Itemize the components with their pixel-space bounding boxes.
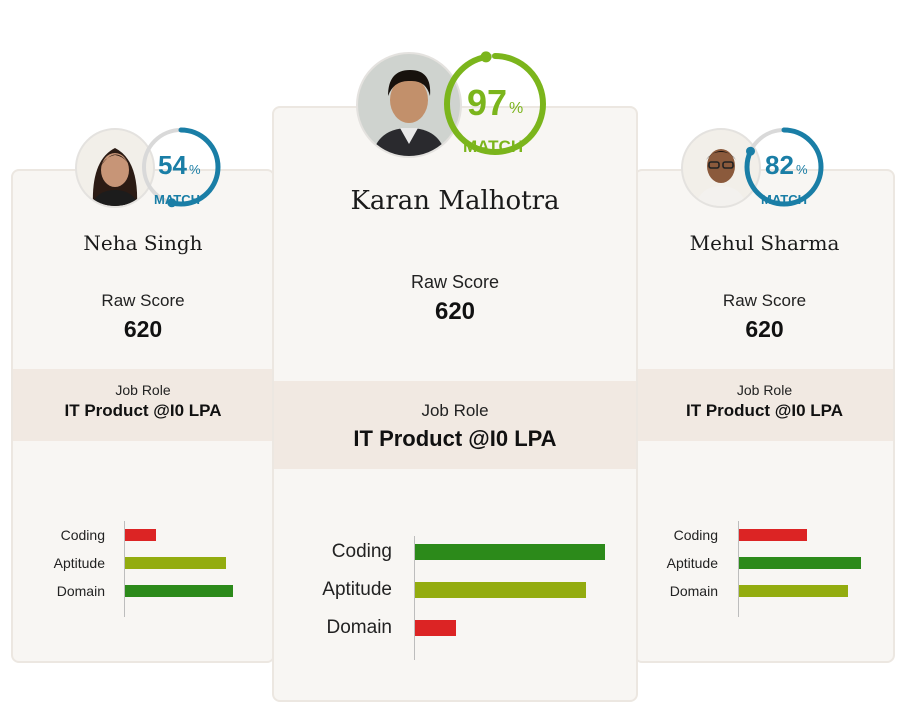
avatar [681,128,761,208]
candidate-name: Neha Singh [83,231,203,255]
skill-label-aptitude: Aptitude [666,554,718,571]
candidate-name: Karan Malhotra [350,186,560,216]
skill-label-coding: Coding [331,540,392,562]
skill-bar-domain [415,620,457,636]
raw-score-label: Raw Score [101,291,185,310]
skill-label-aptitude: Aptitude [53,554,105,571]
job-role-band: Job Role IT Product @I0 LPA [13,369,273,441]
skill-label-domain: Domain [56,582,105,599]
match-label: MATCH [761,192,807,207]
chart-axis [414,536,415,660]
skill-label-coding: Coding [60,526,105,543]
job-role-label: Job Role [421,401,489,420]
raw-score-label: Raw Score [410,272,500,292]
match-gauge: 97 % MATCH [441,50,549,158]
skill-label-domain: Domain [326,616,392,638]
match-label: MATCH [463,137,524,156]
match-ring-icon [141,127,221,208]
skill-bar-coding [415,544,606,560]
match-percent-value: 82 [765,150,794,180]
raw-score-value: 620 [745,316,784,342]
match-percent-value: 97 [467,82,508,123]
skill-bar-domain [739,585,848,597]
match-ring-icon [744,127,824,207]
percent-sign: % [796,162,808,177]
skill-bar-aptitude [125,557,227,569]
candidate-card-neha[interactable]: Neha Singh Raw Score 620 Job Role IT Pro… [11,169,275,663]
chart-axis [124,521,125,617]
avatar [75,128,155,208]
avatar [356,52,462,158]
job-role-value: IT Product @I0 LPA [686,401,843,420]
raw-score-label: Raw Score [722,291,807,310]
match-percent-value: 54 [158,150,187,180]
job-role-label: Job Role [736,382,793,398]
percent-sign: % [509,100,524,117]
skill-bar-aptitude [739,557,861,569]
candidate-name: Mehul Sharma [689,231,840,255]
candidate-card-karan[interactable]: Karan Malhotra Raw Score 620 Job Role IT… [272,106,638,702]
match-label: MATCH [154,192,200,207]
percent-sign: % [189,162,201,177]
skill-bar-coding [739,529,808,541]
job-role-value: IT Product @I0 LPA [64,401,222,420]
job-role-band: Job Role IT Product @I0 LPA [274,381,636,469]
job-role-value: IT Product @I0 LPA [353,426,557,451]
skill-label-aptitude: Aptitude [322,578,392,600]
skill-bar-domain [125,585,233,597]
skill-bar-aptitude [415,582,586,598]
portrait-icon [77,130,153,206]
raw-score-value: 620 [434,298,476,325]
job-role-band: Job Role IT Product @I0 LPA [636,369,893,441]
candidate-card-mehul[interactable]: Mehul Sharma Raw Score 620 Job Role IT P… [634,169,895,663]
match-gauge: 54 % MATCH [138,124,224,210]
skill-bar-coding [125,529,156,541]
skill-label-domain: Domain [669,582,718,599]
job-role-label: Job Role [115,382,171,398]
skill-label-coding: Coding [673,526,718,543]
match-ring-icon [444,51,546,155]
raw-score-value: 620 [123,316,163,342]
portrait-icon [358,54,460,156]
match-gauge: 82 % MATCH [741,124,827,210]
chart-axis [738,521,739,617]
